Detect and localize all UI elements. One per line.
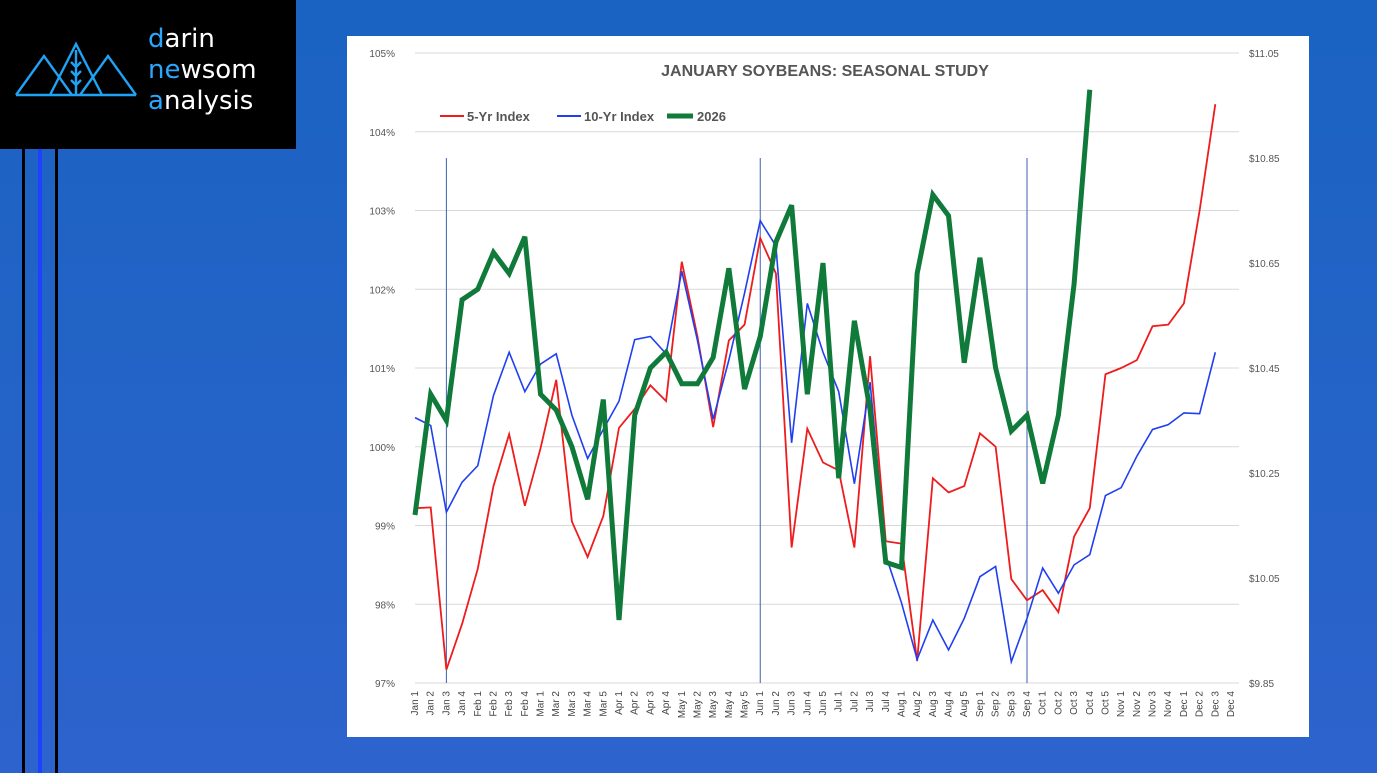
x-axis-tick-label: Oct 3 bbox=[1069, 691, 1080, 715]
x-axis-tick-label: Aug 5 bbox=[959, 691, 970, 718]
right-axis-tick-label: $10.25 bbox=[1249, 469, 1280, 480]
brand-wordmark: darin newsom analysis bbox=[148, 24, 257, 117]
x-axis-tick-label: Feb 1 bbox=[473, 691, 484, 717]
x-axis-tick-label: Jul 4 bbox=[881, 691, 892, 713]
series-line-5-yr-index bbox=[414, 104, 1217, 670]
x-axis-tick-label: Jan 2 bbox=[426, 691, 437, 716]
seasonal-chart: 97% 98% 99% 100% 101% 102% 103% 104% 105% $9.85 $1… bbox=[369, 49, 1280, 719]
right-axis-tick-label: $10.05 bbox=[1249, 574, 1280, 585]
x-axis-tick-label: Nov 1 bbox=[1116, 691, 1127, 718]
legend-label: 2026 bbox=[697, 109, 726, 124]
chart-panel: 97% 98% 99% 100% 101% 102% 103% 104% 105% $9.85 $1… bbox=[347, 36, 1309, 737]
legend-label: 5-Yr Index bbox=[467, 109, 531, 124]
decor-line-left bbox=[22, 149, 25, 773]
decor-line-right bbox=[55, 149, 58, 773]
x-axis-tick-label: Oct 4 bbox=[1085, 691, 1096, 715]
right-axis-tick-label: $10.65 bbox=[1249, 259, 1280, 270]
x-axis-tick-label: Mar 3 bbox=[567, 691, 578, 717]
x-axis-tick-label: Jul 1 bbox=[834, 691, 845, 713]
x-axis-tick-label: Nov 3 bbox=[1148, 691, 1159, 718]
x-axis-tick-label: May 3 bbox=[708, 691, 719, 719]
x-axis-tick-label: Jan 1 bbox=[410, 691, 421, 716]
x-axis-tick-label: Apr 3 bbox=[645, 691, 656, 715]
brand-logo: darin newsom analysis bbox=[0, 0, 296, 149]
x-axis-tick-label: Aug 2 bbox=[912, 691, 923, 718]
x-axis-tick-label: Dec 3 bbox=[1210, 691, 1221, 718]
left-axis-tick-label: 101% bbox=[369, 364, 395, 375]
series-line-2026 bbox=[412, 89, 1093, 621]
x-axis-tick-label: Nov 4 bbox=[1163, 691, 1174, 718]
x-axis-tick-label: Nov 2 bbox=[1132, 691, 1143, 718]
left-axis-tick-label: 103% bbox=[369, 207, 395, 218]
x-axis-tick-label: Dec 1 bbox=[1179, 691, 1190, 718]
x-axis-tick-label: Aug 1 bbox=[896, 691, 907, 718]
legend-label: 10-Yr Index bbox=[584, 109, 655, 124]
x-axis-tick-label: Mar 2 bbox=[551, 691, 562, 717]
x-axis-tick-label: Jun 5 bbox=[818, 691, 829, 716]
x-axis-tick-label: Oct 2 bbox=[1053, 691, 1064, 715]
x-axis-tick-label: Sep 3 bbox=[1006, 691, 1017, 718]
x-axis-tick-label: Mar 4 bbox=[583, 691, 594, 717]
series-line-10-yr-index bbox=[414, 218, 1217, 665]
x-axis-tick-label: Apr 1 bbox=[614, 691, 625, 715]
x-axis-tick-label: Apr 2 bbox=[630, 691, 641, 715]
left-axis-tick-label: 104% bbox=[369, 128, 395, 139]
x-axis-tick-label: Aug 4 bbox=[944, 691, 955, 718]
x-axis-tick-label: Jan 3 bbox=[441, 691, 452, 716]
left-axis-tick-label: 99% bbox=[375, 522, 395, 533]
brand-line-3: analysis bbox=[148, 86, 254, 116]
x-axis-tick-label: Jun 4 bbox=[802, 691, 813, 716]
right-axis-tick-label: $10.85 bbox=[1249, 154, 1280, 165]
left-axis-tick-label: 97% bbox=[375, 679, 395, 690]
x-axis-tick-label: May 1 bbox=[677, 691, 688, 719]
x-axis-tick-label: Mar 5 bbox=[598, 691, 609, 717]
x-axis-tick-label: Jan 4 bbox=[457, 691, 468, 716]
x-axis-tick-label: Jul 2 bbox=[849, 691, 860, 713]
x-axis-tick-label: May 5 bbox=[740, 691, 751, 719]
left-axis-tick-label: 98% bbox=[375, 600, 395, 611]
x-axis-tick-label: May 2 bbox=[692, 691, 703, 719]
x-axis-tick-label: Jun 3 bbox=[787, 691, 798, 716]
x-axis-tick-label: Oct 1 bbox=[1038, 691, 1049, 715]
x-axis-tick-label: Sep 2 bbox=[991, 691, 1002, 718]
right-axis-tick-label: $9.85 bbox=[1249, 679, 1274, 690]
decor-line-middle bbox=[38, 149, 42, 773]
left-axis-tick-label: 102% bbox=[369, 285, 395, 296]
x-axis-tick-label: Feb 2 bbox=[488, 691, 499, 717]
left-axis-tick-label: 100% bbox=[369, 443, 395, 454]
x-axis-tick-label: Dec 2 bbox=[1195, 691, 1206, 718]
x-axis-tick-label: Sep 4 bbox=[1022, 691, 1033, 718]
right-axis-tick-label: $10.45 bbox=[1249, 364, 1280, 375]
x-axis-tick-label: Feb 4 bbox=[520, 691, 531, 717]
x-axis-tick-label: Jun 1 bbox=[755, 691, 766, 716]
x-axis-tick-label: May 4 bbox=[724, 691, 735, 719]
x-axis-tick-label: Aug 3 bbox=[928, 691, 939, 718]
x-axis-tick-label: Sep 1 bbox=[975, 691, 986, 718]
x-axis-tick-label: Oct 5 bbox=[1100, 691, 1111, 715]
left-axis-tick-label: 105% bbox=[369, 49, 395, 60]
brand-line-2: newsom bbox=[148, 55, 257, 85]
right-axis-tick-label: $11.05 bbox=[1249, 49, 1279, 60]
mountain-logo-icon bbox=[15, 41, 137, 97]
chart-title: JANUARY SOYBEANS: SEASONAL STUDY bbox=[661, 63, 989, 80]
x-axis-tick-label: Jul 3 bbox=[865, 691, 876, 713]
x-axis-tick-label: Jun 2 bbox=[771, 691, 782, 716]
x-axis-tick-label: Mar 1 bbox=[536, 691, 547, 717]
x-axis-tick-label: Apr 4 bbox=[661, 691, 672, 715]
brand-line-1: darin bbox=[148, 24, 215, 54]
x-axis-tick-label: Feb 3 bbox=[504, 691, 515, 717]
x-axis-tick-label: Dec 4 bbox=[1226, 691, 1237, 718]
